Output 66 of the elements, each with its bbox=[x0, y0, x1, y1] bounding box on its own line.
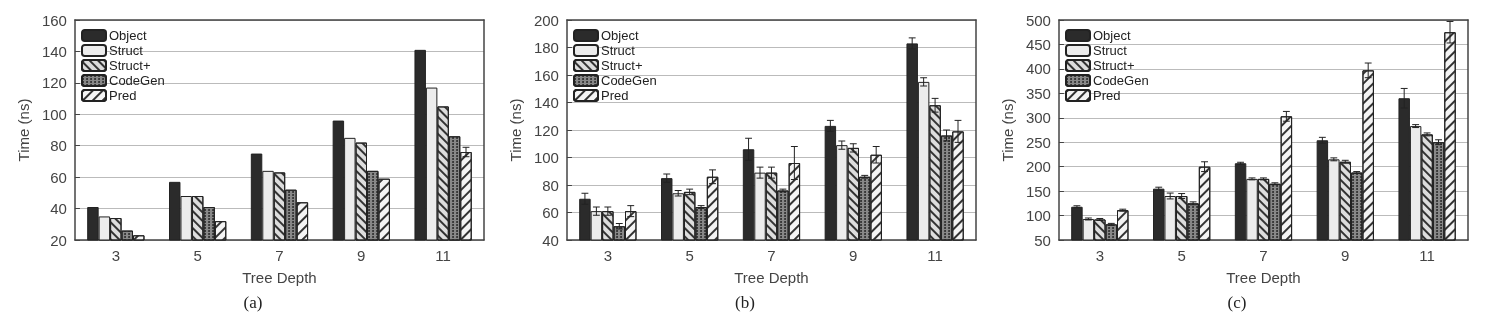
legend-label: Struct bbox=[109, 43, 144, 58]
legend-label: Object bbox=[601, 28, 639, 43]
legend-label: Pred bbox=[1093, 88, 1121, 103]
legend-label: CodeGen bbox=[109, 73, 165, 88]
legend-label: Object bbox=[1093, 28, 1131, 43]
legend-label: Struct bbox=[1093, 43, 1128, 58]
y-axis-title: Time (ns) bbox=[507, 98, 524, 162]
x-tick-label: 7 bbox=[1259, 247, 1268, 264]
y-axis-title: Time (ns) bbox=[999, 98, 1016, 162]
x-tick-label: 7 bbox=[275, 247, 284, 264]
text: (a) bbox=[243, 293, 263, 312]
legend-label: Struct+ bbox=[109, 58, 151, 73]
legend-label: Pred bbox=[601, 88, 629, 103]
y-tick-label: 100 bbox=[1025, 207, 1051, 225]
y-tick-label: 180 bbox=[533, 39, 559, 56]
y-tick-label: 200 bbox=[533, 11, 559, 29]
text: (c) bbox=[1227, 293, 1247, 312]
y-tick-label: 150 bbox=[1025, 182, 1051, 200]
legend-label: CodeGen bbox=[1093, 73, 1149, 88]
text: (b) bbox=[735, 293, 755, 312]
x-tick-label: 5 bbox=[193, 247, 202, 264]
y-tick-label: 200 bbox=[1025, 158, 1051, 176]
y-tick-label: 350 bbox=[1025, 84, 1051, 102]
x-tick-label: 5 bbox=[685, 247, 694, 264]
y-tick-label: 400 bbox=[1025, 60, 1051, 78]
y-tick-label: 40 bbox=[50, 200, 67, 218]
y-tick-label: 20 bbox=[50, 231, 67, 249]
legend-label: Object bbox=[109, 28, 147, 43]
legend-label: Struct+ bbox=[601, 58, 643, 73]
y-tick-label: 160 bbox=[533, 66, 559, 84]
y-tick-label: 50 bbox=[1034, 231, 1051, 249]
x-tick-label: 5 bbox=[1177, 247, 1186, 264]
x-axis-title: Tree Depth bbox=[1226, 269, 1301, 286]
legend-label: CodeGen bbox=[601, 73, 657, 88]
y-tick-label: 40 bbox=[542, 231, 559, 249]
x-tick-label: 7 bbox=[767, 247, 776, 264]
x-tick-label: 9 bbox=[357, 247, 366, 264]
legend-label: Struct+ bbox=[1093, 58, 1135, 73]
y-tick-label: 250 bbox=[1025, 133, 1051, 151]
y-axis-title: Time (ns) bbox=[15, 98, 32, 162]
y-tick-label: 60 bbox=[542, 204, 559, 221]
x-tick-label: 11 bbox=[927, 247, 943, 264]
y-tick-label: 120 bbox=[41, 74, 67, 92]
legend-label: Pred bbox=[109, 88, 137, 103]
x-tick-label: 3 bbox=[1095, 247, 1105, 264]
x-tick-label: 3 bbox=[603, 247, 613, 264]
y-tick-label: 450 bbox=[1025, 35, 1051, 53]
y-tick-label: 80 bbox=[50, 137, 67, 155]
x-tick-label: 9 bbox=[849, 247, 858, 264]
x-tick-label: 9 bbox=[1341, 247, 1350, 264]
y-tick-label: 100 bbox=[533, 149, 559, 166]
y-tick-label: 60 bbox=[50, 168, 67, 186]
legend-label: Struct bbox=[601, 43, 636, 58]
y-tick-label: 500 bbox=[1025, 11, 1051, 29]
y-tick-label: 300 bbox=[1025, 109, 1051, 127]
x-axis-title: Tree Depth bbox=[242, 269, 317, 286]
y-tick-label: 120 bbox=[533, 121, 559, 139]
x-tick-label: 11 bbox=[435, 247, 451, 264]
x-tick-label: 11 bbox=[1419, 247, 1435, 264]
y-tick-label: 140 bbox=[41, 42, 67, 60]
y-tick-label: 160 bbox=[41, 11, 67, 29]
y-tick-label: 80 bbox=[542, 176, 559, 194]
y-tick-label: 140 bbox=[533, 94, 559, 111]
x-axis-title: Tree Depth bbox=[734, 269, 809, 286]
x-tick-label: 3 bbox=[111, 247, 121, 264]
y-tick-label: 100 bbox=[41, 105, 67, 123]
